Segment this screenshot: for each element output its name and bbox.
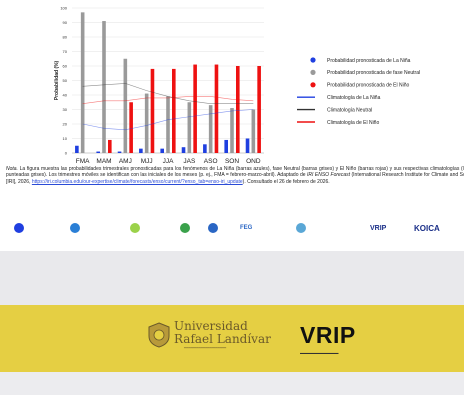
- bar: [96, 151, 100, 153]
- bar: [150, 68, 155, 153]
- note-link[interactable]: https://iri.columbia.edu/our-expertise/c…: [31, 178, 243, 185]
- bar: [203, 144, 207, 153]
- logo-6: FEG: [240, 225, 253, 231]
- vrip-subtitle: ▬▬▬▬▬▬▬▬▬▬▬: [300, 351, 339, 355]
- bar: [117, 151, 122, 153]
- logo-vrip-small: VRIP: [370, 224, 387, 232]
- bar: [139, 148, 143, 153]
- bar: [193, 64, 197, 153]
- legend-label: Probabilidad pronosticada de La Niña: [327, 58, 411, 64]
- bar: [75, 145, 79, 153]
- bar: [108, 139, 112, 153]
- bar: [129, 102, 133, 153]
- university-crest-icon: [148, 322, 170, 348]
- note-text-3: ). Consultado el 26 de febrero de 2026.: [242, 178, 330, 185]
- bar: [245, 138, 250, 153]
- logo-3: [130, 221, 142, 235]
- bar: [181, 147, 186, 153]
- y-axis-label: Probabilidad (%): [54, 60, 60, 100]
- x-tick-label: SON: [225, 158, 239, 165]
- legend-marker: [310, 82, 316, 88]
- logo-5: [208, 221, 220, 235]
- legend-label: Climatología de El Niño: [327, 120, 379, 126]
- bar: [236, 66, 240, 153]
- y-tick-label: 30: [63, 107, 68, 112]
- university-tagline: ━━━━━━━━━━━━━━━━━━━━: [184, 346, 227, 350]
- x-tick-label: AMJ: [119, 158, 132, 165]
- institution-banner: [0, 305, 464, 372]
- vrip-title: VRIP: [300, 322, 356, 348]
- y-tick-label: 50: [63, 78, 68, 83]
- legend-label: Probabilidad pronosticada de El Niño: [327, 83, 409, 89]
- page-gap: [0, 251, 464, 305]
- note-label: Nota.: [6, 166, 18, 172]
- legend-marker: [310, 69, 316, 75]
- y-tick-label: 10: [63, 136, 68, 141]
- bar: [166, 96, 170, 153]
- bar: [224, 139, 228, 153]
- bar: [160, 148, 164, 153]
- legend-marker: [310, 57, 316, 63]
- y-tick-label: 80: [63, 35, 68, 40]
- bar: [208, 105, 213, 153]
- x-tick-label: OND: [246, 158, 261, 165]
- bar: [172, 68, 176, 153]
- legend-label: Probabilidad pronosticada de fase Neutra…: [327, 70, 420, 76]
- university-logo: Universidad Rafael Landívar ━━━━━━━━━━━━…: [148, 320, 271, 350]
- bar: [187, 102, 192, 153]
- climatology-line: [82, 83, 254, 104]
- bar: [144, 93, 149, 153]
- climatology-line: [82, 109, 254, 131]
- x-tick-label: MJJ: [141, 158, 153, 165]
- x-tick-label: MAM: [96, 158, 111, 165]
- bottom-strip: [0, 372, 464, 395]
- logo-7: [296, 221, 308, 235]
- bar: [230, 108, 234, 153]
- x-tick-label: JAS: [183, 158, 196, 165]
- y-tick-label: 40: [63, 93, 68, 98]
- x-tick-label: FMA: [76, 158, 90, 165]
- y-tick-label: 100: [60, 6, 67, 11]
- legend-label: Climatología Neutral: [327, 107, 372, 113]
- y-tick-label: 70: [63, 49, 68, 54]
- x-tick-label: ASO: [204, 158, 218, 165]
- note-source: IRI ENSO Forecast: [307, 172, 351, 179]
- sponsor-logo-strip: FEG VRIP KOICA: [0, 218, 464, 238]
- chart-svg: 0 10 20 30 40 50 60 70 80 90 100 Probabilidad (%) FM…: [54, 6, 420, 166]
- legend-label: Climatología de La Niña: [327, 95, 381, 101]
- climatology-line: [82, 96, 254, 104]
- y-tick-label: 60: [63, 64, 68, 69]
- bar: [80, 12, 85, 153]
- chart-panel: 0 10 20 30 40 50 60 70 80 90 100 Probabilidad (%) FM…: [0, 0, 464, 251]
- vrip-logo: VRIP ▬▬▬▬▬▬▬▬▬▬▬: [300, 322, 360, 355]
- university-name-line1: Universidad: [174, 319, 248, 333]
- y-tick-label: 90: [63, 20, 68, 25]
- bar: [257, 66, 261, 153]
- bar: [102, 21, 106, 153]
- note-text-1: La figura muestra las probabilidades tri…: [6, 166, 464, 179]
- figure-note: Nota. La figura muestra las probabilidad…: [6, 166, 464, 185]
- y-tick-label: 0: [65, 151, 68, 156]
- note-text-2: (International Research Institute for Cl…: [6, 172, 464, 185]
- university-name-line2: Rafael Landívar: [174, 332, 271, 346]
- bar: [214, 64, 219, 153]
- logo-1: [14, 221, 26, 235]
- logo-2: [70, 221, 82, 235]
- bar: [123, 58, 128, 153]
- logo-koica: KOICA: [414, 223, 440, 233]
- logo-4: [180, 221, 192, 235]
- bar: [251, 109, 256, 153]
- x-tick-label: JJA: [163, 158, 175, 165]
- y-tick-label: 20: [63, 122, 68, 127]
